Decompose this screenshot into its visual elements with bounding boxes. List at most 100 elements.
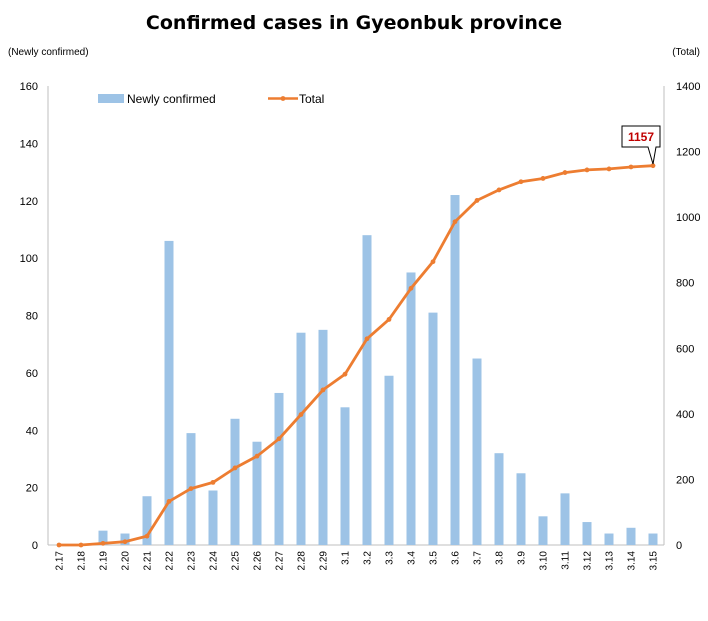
- bar: [582, 522, 592, 545]
- x-tick-label: 3.5: [429, 551, 440, 565]
- y-left-tick-label: 40: [26, 425, 38, 437]
- total-point: [584, 167, 590, 173]
- bar: [362, 235, 372, 546]
- y-left-axis-title: (Newly confirmed): [8, 47, 89, 58]
- y-right-tick-label: 1200: [676, 147, 700, 159]
- bar: [626, 527, 636, 545]
- legend-swatch-marker: [280, 96, 286, 101]
- x-tick-label: 3.1: [341, 551, 352, 565]
- total-point: [298, 412, 304, 417]
- total-point: [430, 259, 436, 265]
- y-right-tick-label: 600: [676, 343, 694, 355]
- total-line: [59, 164, 654, 547]
- x-tick-label: 3.12: [583, 551, 594, 571]
- y-left-tick-label: 100: [20, 253, 38, 265]
- total-callout: 1157: [621, 125, 661, 165]
- bar: [230, 418, 240, 545]
- bar: [164, 240, 174, 545]
- x-tick-label: 3.3: [385, 551, 396, 565]
- x-tick-label: 2.26: [253, 551, 264, 571]
- x-tick-label: 3.6: [451, 551, 462, 565]
- chart-title: Confirmed cases in Gyeonbuk province: [146, 12, 562, 34]
- total-point: [474, 198, 480, 203]
- legend-label-line: Total: [299, 92, 324, 106]
- total-point: [496, 187, 502, 193]
- bar: [604, 533, 614, 545]
- legend-label-bars: Newly confirmed: [127, 92, 216, 106]
- total-point: [452, 219, 458, 225]
- bar: [560, 493, 570, 545]
- bar: [406, 272, 416, 545]
- x-tick-label: 2.28: [297, 551, 308, 571]
- total-point: [166, 498, 172, 504]
- total-point: [386, 317, 392, 322]
- total-point: [56, 542, 62, 548]
- total-point: [188, 486, 194, 492]
- x-tick-label: 3.7: [473, 551, 484, 565]
- total-point: [408, 285, 414, 291]
- bar: [142, 496, 152, 545]
- bar: [472, 358, 482, 545]
- x-tick-label: 2.18: [77, 551, 88, 571]
- legend-swatch-bars: [98, 94, 124, 103]
- total-point: [100, 540, 106, 546]
- x-tick-label: 2.21: [143, 551, 154, 571]
- bar: [384, 375, 394, 545]
- legend: Newly confirmed Total: [98, 92, 324, 106]
- y-left-tick-label: 60: [26, 368, 38, 380]
- y-left-tick-label: 120: [20, 196, 38, 208]
- x-tick-label: 3.8: [495, 551, 506, 565]
- y-right-tick-label: 1000: [676, 212, 700, 224]
- bar: [98, 530, 108, 545]
- total-point: [650, 163, 656, 169]
- y-left-tick-label: 20: [26, 483, 38, 495]
- bar: [450, 195, 460, 545]
- total-point: [606, 166, 612, 172]
- total-point: [276, 436, 282, 442]
- y-left-tick-label: 160: [20, 81, 38, 93]
- x-tick-label: 2.22: [165, 551, 176, 571]
- x-tick-label: 3.2: [363, 551, 374, 565]
- x-tick-label: 2.17: [55, 551, 66, 571]
- bar: [252, 441, 262, 545]
- bar: [318, 329, 328, 545]
- total-point: [122, 539, 128, 545]
- bar: [208, 490, 218, 545]
- x-tick-label: 3.11: [561, 551, 572, 570]
- y-right-tick-label: 0: [676, 540, 682, 552]
- y-left-tick-label: 80: [26, 311, 38, 323]
- callout-box: [621, 125, 661, 165]
- y-right-axis-title: (Total): [672, 47, 700, 58]
- bar: [428, 312, 438, 545]
- x-tick-label: 2.20: [121, 551, 132, 571]
- x-tick-label: 2.29: [319, 551, 330, 571]
- y-right-tick-label: 200: [676, 474, 694, 486]
- bar: [516, 473, 526, 545]
- y-right-tick-label: 1400: [676, 81, 700, 93]
- y-left-tick-label: 140: [20, 138, 38, 150]
- x-tick-label: 3.9: [517, 551, 528, 565]
- bar: [120, 533, 130, 545]
- total-point: [320, 387, 326, 393]
- y-right-tick-label: 400: [676, 409, 694, 421]
- callout-label: 1157: [628, 130, 654, 144]
- y-right-tick-label: 800: [676, 278, 694, 290]
- total-point: [78, 542, 84, 548]
- x-tick-label: 2.23: [187, 551, 198, 571]
- total-point: [518, 179, 524, 185]
- x-tick-label: 2.24: [209, 551, 220, 571]
- total-point: [342, 371, 348, 377]
- x-tick-label: 2.27: [275, 551, 286, 571]
- x-tick-label: 3.15: [649, 551, 660, 571]
- plot-area: 0 20 40 60 80 100 120 140 160 0 200 400 600 800 1000 12…: [20, 81, 701, 570]
- total-point: [232, 465, 238, 471]
- bar: [494, 453, 504, 545]
- total-point: [628, 164, 634, 170]
- y-left-tick-label: 0: [32, 540, 38, 552]
- bar: [538, 516, 548, 545]
- bar: [648, 533, 658, 545]
- total-point: [364, 336, 370, 342]
- total-point: [254, 453, 260, 459]
- x-tick-label: 3.13: [605, 551, 616, 571]
